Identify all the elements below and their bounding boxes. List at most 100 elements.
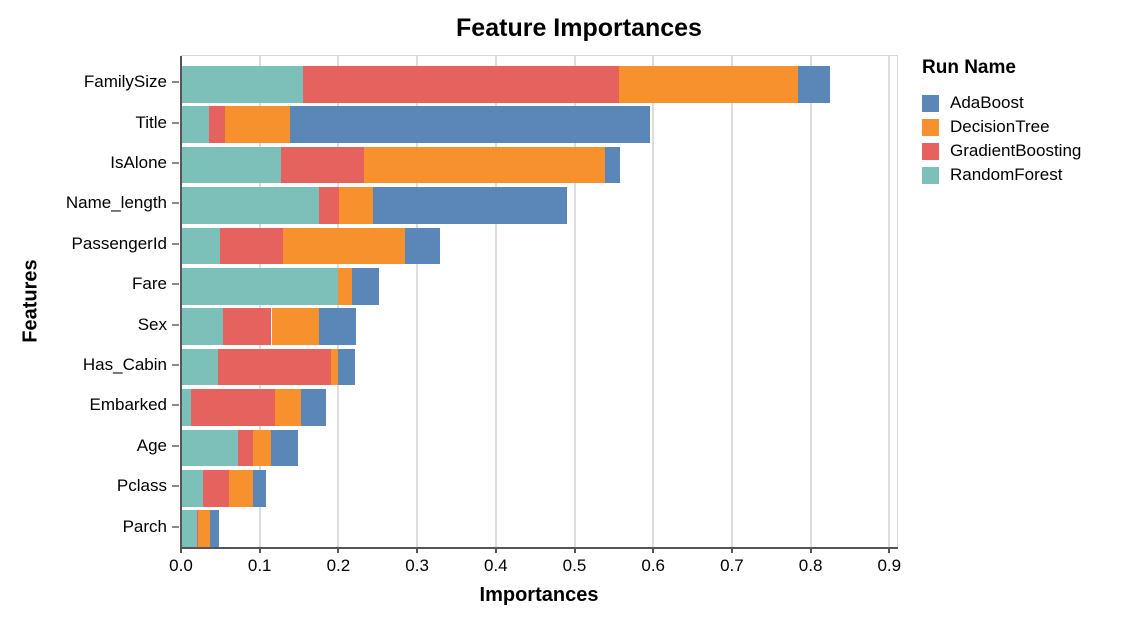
y-label-familysize: FamilySize bbox=[83, 72, 167, 92]
x-tick-0.7 bbox=[730, 547, 733, 553]
bar-segment-decisiontree-has_cabin bbox=[330, 348, 339, 386]
x-tick-0.3 bbox=[416, 547, 419, 553]
bar-segment-decisiontree-isalone bbox=[363, 146, 606, 184]
bar-segment-gradientboosting-parch bbox=[196, 510, 199, 547]
y-label-embarked: Embarked bbox=[89, 395, 167, 415]
bar-segment-adaboost-familysize bbox=[798, 66, 831, 103]
legend-entries: AdaBoost DecisionTree GradientBoosting Rand… bbox=[922, 91, 1081, 187]
bar-segment-decisiontree-parch bbox=[198, 510, 211, 547]
x-axis-line bbox=[180, 547, 898, 549]
x-tick-label-0.9: 0.9 bbox=[877, 556, 902, 575]
bar-segment-randomforest-embarked bbox=[181, 389, 192, 426]
bar-segment-randomforest-familysize bbox=[181, 66, 303, 103]
y-tick-has_cabin bbox=[172, 364, 179, 366]
x-tick-0.0 bbox=[180, 547, 182, 553]
y-label-has_cabin: Has_Cabin bbox=[82, 355, 167, 374]
x-tick-label-0.8: 0.8 bbox=[798, 556, 823, 575]
bar-segment-gradientboosting-title bbox=[209, 106, 226, 143]
y-tick-sex bbox=[172, 323, 179, 326]
bar-row-passengerid bbox=[181, 227, 897, 265]
bar-row-age bbox=[181, 429, 897, 467]
y-tick-passengerid bbox=[172, 242, 179, 245]
bar-row-sex bbox=[181, 308, 897, 345]
gridline-0.5 bbox=[573, 56, 576, 547]
gridline-0.7 bbox=[730, 56, 733, 547]
bar-segment-randomforest-sex bbox=[181, 308, 224, 345]
x-tick-label-0.5: 0.5 bbox=[562, 556, 587, 575]
bar-row-familysize bbox=[181, 66, 897, 103]
bar-segment-randomforest-pclass bbox=[181, 470, 204, 507]
bar-segment-randomforest-passengerid bbox=[181, 227, 220, 265]
bar-segment-randomforest-name_length bbox=[181, 187, 319, 224]
x-tick-0.4 bbox=[494, 547, 497, 553]
x-axis-title: Importances bbox=[479, 584, 599, 606]
x-tick-0.1 bbox=[258, 547, 261, 553]
bar-segment-adaboost-passengerid bbox=[405, 227, 440, 265]
bar-segment-randomforest-age bbox=[181, 429, 238, 467]
y-tick-embarked bbox=[172, 404, 179, 407]
y-axis-title: Features bbox=[19, 259, 42, 343]
x-tick-label-0.4: 0.4 bbox=[483, 556, 508, 575]
bar-segment-randomforest-parch bbox=[181, 510, 197, 547]
y-tick-isalone bbox=[172, 162, 179, 164]
bar-segment-randomforest-isalone bbox=[181, 146, 281, 184]
legend-swatch-adaboost bbox=[922, 94, 939, 112]
gridline-0.3 bbox=[416, 56, 419, 547]
y-tick-parch bbox=[172, 525, 179, 528]
bar-segment-gradientboosting-pclass bbox=[203, 470, 229, 507]
bar-segment-adaboost-embarked bbox=[301, 389, 326, 426]
bar-row-title bbox=[181, 106, 897, 143]
bar-segment-decisiontree-title bbox=[225, 106, 291, 143]
bar-row-isalone bbox=[181, 146, 897, 184]
bar-segment-adaboost-has_cabin bbox=[338, 348, 355, 386]
y-label-sex: Sex bbox=[137, 314, 167, 334]
y-tick-title bbox=[172, 121, 179, 124]
bar-segment-gradientboosting-sex bbox=[223, 308, 272, 345]
legend-label-randomforest: RandomForest bbox=[950, 165, 1063, 184]
bar-segment-adaboost-title bbox=[290, 106, 651, 143]
bar-segment-decisiontree-pclass bbox=[229, 470, 253, 507]
bar-row-pclass bbox=[181, 470, 897, 507]
legend-swatch-gradientboosting bbox=[922, 142, 939, 160]
legend-swatch-randomforest bbox=[922, 166, 939, 184]
bar-segment-gradientboosting-passengerid bbox=[219, 227, 284, 265]
legend-entry-gradientboosting: GradientBoosting bbox=[922, 139, 1081, 163]
y-label-age: Age bbox=[136, 435, 167, 455]
bar-segment-gradientboosting-embarked bbox=[191, 389, 276, 426]
legend-label-adaboost: AdaBoost bbox=[950, 93, 1024, 112]
y-label-pclass: Pclass bbox=[116, 476, 167, 496]
x-tick-0.5 bbox=[573, 547, 576, 553]
bar-row-name_length bbox=[181, 187, 897, 224]
gridline-0.6 bbox=[652, 56, 655, 547]
y-tick-familysize bbox=[172, 81, 179, 84]
bar-segment-gradientboosting-has_cabin bbox=[217, 348, 331, 386]
x-tick-label-0.6: 0.6 bbox=[641, 556, 665, 575]
gridline-0.8 bbox=[809, 56, 812, 547]
gridline-0.9 bbox=[888, 56, 891, 547]
bar-segment-randomforest-has_cabin bbox=[181, 348, 218, 386]
y-label-name_length: Name_length bbox=[65, 193, 167, 213]
x-tick-label-0.1: 0.1 bbox=[247, 556, 272, 575]
chart-title: Feature Importances bbox=[456, 14, 702, 42]
legend: Run Name AdaBoost DecisionTree GradientBoo… bbox=[922, 57, 1081, 187]
x-tick-label-0.2: 0.2 bbox=[326, 556, 351, 575]
gridline-0.4 bbox=[494, 56, 497, 547]
y-label-isalone: IsAlone bbox=[110, 153, 167, 172]
x-tick-label-0.3: 0.3 bbox=[405, 556, 429, 575]
legend-entry-decisiontree: DecisionTree bbox=[922, 115, 1081, 139]
bar-segment-adaboost-name_length bbox=[373, 187, 567, 224]
y-label-title: Title bbox=[135, 112, 168, 132]
bar-segment-randomforest-fare bbox=[181, 268, 338, 305]
bar-segment-decisiontree-passengerid bbox=[283, 227, 406, 265]
y-tick-name_length bbox=[172, 202, 179, 205]
bar-row-has_cabin bbox=[181, 348, 897, 386]
legend-entry-randomforest: RandomForest bbox=[922, 163, 1081, 187]
x-tick-0.9 bbox=[888, 547, 891, 553]
y-tick-age bbox=[172, 444, 179, 447]
bar-segment-adaboost-age bbox=[270, 429, 299, 467]
x-tick-label-0.0: 0.0 bbox=[169, 556, 193, 575]
legend-title: Run Name bbox=[922, 57, 1016, 78]
legend-label-gradientboosting: GradientBoosting bbox=[950, 141, 1082, 160]
bar-segment-decisiontree-embarked bbox=[275, 389, 302, 426]
